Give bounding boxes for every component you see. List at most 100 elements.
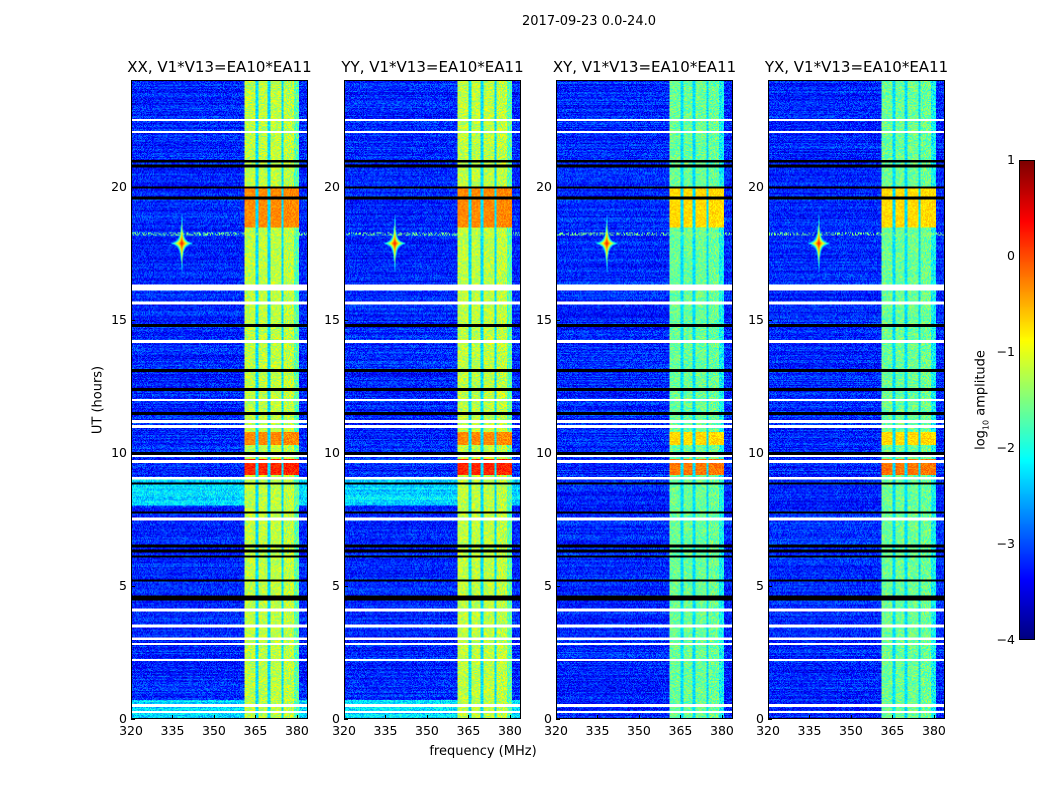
y-tick-label: 5 — [119, 577, 127, 593]
y-tick-mark — [131, 452, 135, 454]
y-tick-label: 20 — [748, 178, 764, 194]
spectrogram-panel — [768, 80, 945, 719]
x-tick-mark — [255, 715, 257, 719]
y-tick-label: 5 — [544, 577, 552, 593]
x-tick-label: 320 — [756, 723, 780, 738]
y-tick-label: 10 — [536, 444, 552, 460]
colorbar-label-amplitude: amplitude — [973, 350, 989, 420]
y-tick-mark — [131, 585, 135, 587]
x-tick-mark — [597, 715, 599, 719]
panel-title: XY, V1*V13=EA10*EA11 — [552, 58, 737, 76]
colorbar-tick-label: −2 — [996, 440, 1015, 455]
x-tick-mark — [892, 715, 894, 719]
x-tick-mark — [131, 715, 132, 719]
y-tick-label: 5 — [756, 577, 764, 593]
colorbar-tick-label: −3 — [996, 536, 1015, 551]
colorbar-tick-label: 1 — [1007, 152, 1015, 167]
heatmap-image — [345, 81, 520, 718]
x-tick-mark — [556, 715, 557, 719]
y-tick-label: 15 — [324, 311, 340, 327]
x-tick-mark — [638, 715, 640, 719]
x-tick-label: 350 — [627, 723, 651, 738]
y-tick-mark — [344, 319, 348, 321]
x-tick-label: 365 — [880, 723, 905, 738]
y-tick-label: 0 — [119, 711, 127, 726]
y-tick-mark — [556, 319, 560, 321]
x-tick-label: 335 — [585, 723, 610, 738]
y-tick-mark — [344, 585, 348, 587]
x-tick-mark — [680, 715, 682, 719]
y-tick-mark — [556, 186, 560, 188]
y-tick-label: 10 — [748, 444, 764, 460]
y-tick-mark — [768, 186, 772, 188]
spectrogram-panel — [344, 80, 521, 719]
y-tick-label: 10 — [111, 444, 127, 460]
y-tick-label: 15 — [748, 311, 764, 327]
panel-title: YX, V1*V13=EA10*EA11 — [764, 58, 949, 76]
x-tick-label: 335 — [797, 723, 822, 738]
colorbar — [1019, 160, 1035, 640]
x-tick-label: 335 — [160, 723, 185, 738]
x-tick-mark — [768, 715, 769, 719]
colorbar-tick-label: 0 — [1007, 248, 1015, 263]
panel-title: YY, V1*V13=EA10*EA11 — [341, 58, 524, 76]
spectrogram-panel — [131, 80, 308, 719]
heatmap-image — [557, 81, 732, 718]
x-tick-label: 320 — [544, 723, 568, 738]
x-tick-label: 365 — [456, 723, 481, 738]
x-tick-mark — [385, 715, 387, 719]
x-tick-label: 320 — [119, 723, 143, 738]
x-tick-mark — [344, 715, 345, 719]
x-tick-label: 380 — [922, 723, 946, 738]
x-tick-label: 365 — [243, 723, 268, 738]
colorbar-label-sub: 10 — [981, 419, 991, 431]
y-tick-label: 20 — [324, 178, 340, 194]
y-tick-mark — [556, 719, 560, 720]
y-tick-mark — [344, 186, 348, 188]
y-axis-label: UT (hours) — [90, 365, 106, 435]
spectrogram-panel — [556, 80, 733, 719]
y-tick-mark — [131, 186, 135, 188]
y-tick-label: 20 — [111, 178, 127, 194]
x-tick-mark — [296, 715, 298, 719]
x-tick-mark — [809, 715, 811, 719]
y-tick-label: 5 — [332, 577, 340, 593]
colorbar-tick-label: −4 — [996, 632, 1015, 647]
y-tick-mark — [556, 585, 560, 587]
colorbar-label: log10 amplitude — [974, 350, 991, 450]
x-tick-mark — [933, 715, 935, 719]
heatmap-image — [132, 81, 307, 718]
x-tick-label: 365 — [668, 723, 693, 738]
colorbar-tick-label: −1 — [996, 344, 1015, 359]
y-tick-mark — [768, 452, 772, 454]
panel-title: XX, V1*V13=EA10*EA11 — [127, 58, 312, 76]
y-tick-label: 0 — [544, 711, 552, 726]
x-tick-mark — [850, 715, 852, 719]
y-tick-label: 15 — [111, 311, 127, 327]
x-tick-label: 380 — [710, 723, 734, 738]
x-tick-mark — [172, 715, 174, 719]
y-tick-label: 10 — [324, 444, 340, 460]
x-tick-mark — [509, 715, 511, 719]
y-tick-mark — [344, 719, 348, 720]
y-tick-mark — [768, 319, 772, 321]
colorbar-gradient — [1020, 161, 1034, 639]
x-tick-label: 380 — [498, 723, 522, 738]
x-tick-label: 350 — [202, 723, 226, 738]
x-axis-label: frequency (MHz) — [429, 744, 537, 759]
y-tick-mark — [768, 719, 772, 720]
y-tick-label: 0 — [332, 711, 340, 726]
y-tick-label: 15 — [536, 311, 552, 327]
y-tick-mark — [344, 452, 348, 454]
y-tick-mark — [768, 585, 772, 587]
x-tick-label: 380 — [285, 723, 309, 738]
x-tick-label: 320 — [332, 723, 356, 738]
y-tick-mark — [131, 719, 135, 720]
x-tick-label: 335 — [373, 723, 398, 738]
x-tick-label: 350 — [415, 723, 439, 738]
y-tick-label: 20 — [536, 178, 552, 194]
x-tick-mark — [426, 715, 428, 719]
y-tick-mark — [556, 452, 560, 454]
x-tick-mark — [721, 715, 723, 719]
x-tick-mark — [213, 715, 215, 719]
